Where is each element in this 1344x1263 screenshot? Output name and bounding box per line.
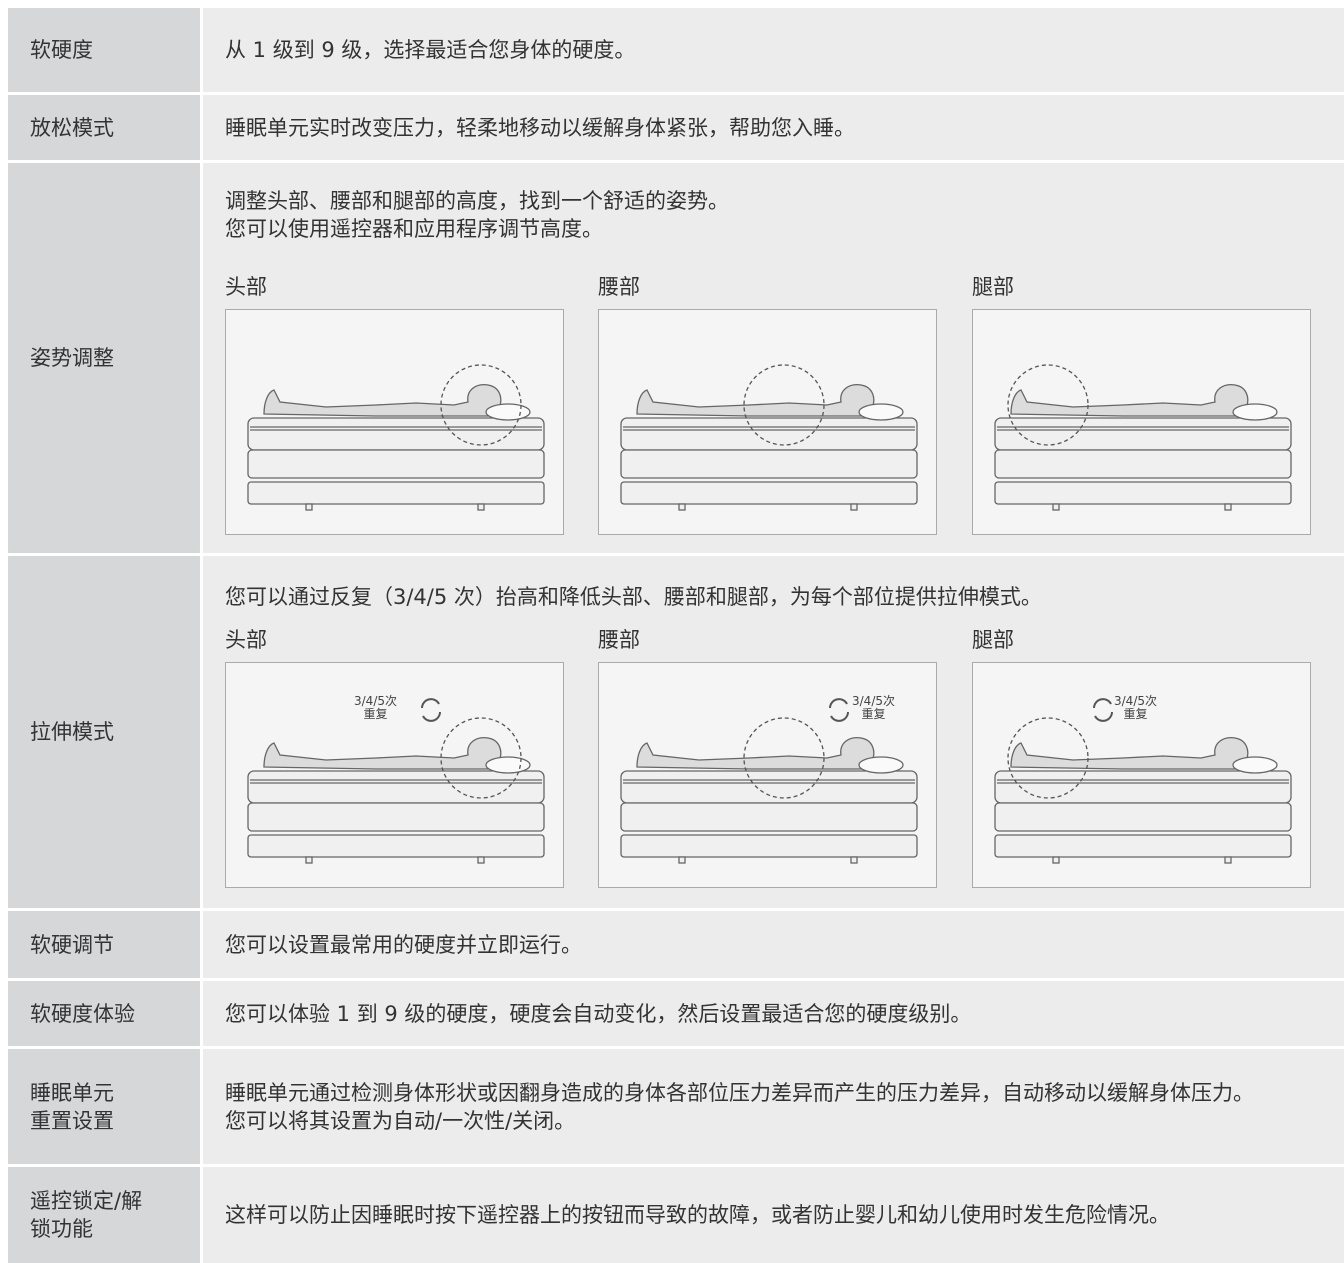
label-line: 放松模式 [30,115,114,140]
panel-title: 头部 [225,275,267,299]
panel-title: 腿部 [972,275,1014,299]
label-line: 遥控锁定/解 [30,1189,143,1213]
row-content: 您可以通过反复（3/4/5 次）抬高和降低头部、腰部和腿部，为每个部位提供拉伸模… [203,556,1344,908]
label-line: 拉伸模式 [30,720,114,744]
content-line: 睡眠单元实时改变压力，轻柔地移动以缓解身体紧张，帮助您入睡。 [225,115,855,140]
content-text: 调整头部、腰部和腿部的高度，找到一个舒适的姿势。 您可以使用遥控器和应用程序调节高… [225,187,729,243]
repeat-badge: 3/4/5次 重复 [1114,695,1157,721]
bed-illustration [620,364,918,511]
illustration-panel [598,309,937,535]
label-line: 软硬度 [30,38,93,62]
badge-line: 重复 [1123,707,1148,721]
table-row: 遥控锁定/解 锁功能 这样可以防止因睡眠时按下遥控器上的按钮而导致的故障，或者防止婴… [8,1167,1344,1263]
illustration-panel [225,309,564,535]
bed-illustration [994,698,1292,864]
repeat-badge: 3/4/5次 重复 [354,695,397,721]
repeat-badge: 3/4/5次 重复 [852,695,895,721]
bed-illustration [620,698,918,864]
label-line: 软硬调节 [30,932,114,957]
row-content: 睡眠单元实时改变压力，轻柔地移动以缓解身体紧张，帮助您入睡。 [203,95,1344,160]
row-label: 软硬调节 [8,911,200,978]
content-text: 您可以通过反复（3/4/5 次）抬高和降低头部、腰部和腿部，为每个部位提供拉伸模… [225,583,1042,611]
table-row: 放松模式 睡眠单元实时改变压力，轻柔地移动以缓解身体紧张，帮助您入睡。 [8,95,1344,160]
row-label: 软硬度 [8,8,200,92]
table-row: 姿势调整 调整头部、腰部和腿部的高度，找到一个舒适的姿势。 您可以使用遥控器和应用程… [8,163,1344,553]
illustration-panel: 3/4/5次 重复 [598,662,937,888]
row-label: 睡眠单元 重置设置 [8,1049,200,1164]
row-label: 软硬度体验 [8,981,200,1046]
content-line: 您可以体验 1 到 9 级的硬度，硬度会自动变化，然后设置最适合您的硬度级别。 [225,1001,972,1026]
content-line: 您可以使用遥控器和应用程序调节高度。 [225,217,603,241]
content-line: 这样可以防止因睡眠时按下遥控器上的按钮而导致的故障，或者防止婴儿和幼儿使用时发生… [225,1203,1170,1227]
table-row: 软硬度 从 1 级到 9 级，选择最适合您身体的硬度。 [8,8,1344,92]
row-label: 放松模式 [8,95,200,160]
content-line: 调整头部、腰部和腿部的高度，找到一个舒适的姿势。 [225,189,729,213]
row-content: 您可以体验 1 到 9 级的硬度，硬度会自动变化，然后设置最适合您的硬度级别。 [203,981,1344,1046]
table-row: 拉伸模式 您可以通过反复（3/4/5 次）抬高和降低头部、腰部和腿部，为每个部位提… [8,556,1344,908]
table-row: 睡眠单元 重置设置 睡眠单元通过检测身体形状或因翻身造成的身体各部位压力差异而产生的… [8,1049,1344,1164]
row-label: 遥控锁定/解 锁功能 [8,1167,200,1263]
row-label: 拉伸模式 [8,556,200,908]
row-content: 睡眠单元通过检测身体形状或因翻身造成的身体各部位压力差异而产生的压力差异，自动移… [203,1049,1344,1164]
table-row: 软硬度体验 您可以体验 1 到 9 级的硬度，硬度会自动变化，然后设置最适合您的硬… [8,981,1344,1046]
badge-line: 3/4/5次 [354,694,397,708]
badge-line: 3/4/5次 [1114,694,1157,708]
row-content: 您可以设置最常用的硬度并立即运行。 [203,911,1344,978]
illustration-panel [972,309,1311,535]
bed-illustration [994,364,1292,511]
label-line: 锁功能 [30,1217,93,1241]
badge-line: 重复 [363,707,388,721]
row-content: 从 1 级到 9 级，选择最适合您身体的硬度。 [203,8,1344,92]
panel-title: 头部 [225,628,267,652]
row-content: 这样可以防止因睡眠时按下遥控器上的按钮而导致的故障，或者防止婴儿和幼儿使用时发生… [203,1167,1344,1263]
content-line: 您可以通过反复（3/4/5 次）抬高和降低头部、腰部和腿部，为每个部位提供拉伸模… [225,585,1042,609]
table-row: 软硬调节 您可以设置最常用的硬度并立即运行。 [8,911,1344,978]
content-line: 从 1 级到 9 级，选择最适合您身体的硬度。 [225,38,636,62]
illustration-panel: 3/4/5次 重复 [972,662,1311,888]
label-line: 姿势调整 [30,346,114,370]
label-line: 软硬度体验 [30,1001,135,1026]
panel-title: 腿部 [972,628,1014,652]
row-label: 姿势调整 [8,163,200,553]
panel-title: 腰部 [598,275,640,299]
content-line: 您可以设置最常用的硬度并立即运行。 [225,932,582,957]
label-line: 重置设置 [30,1108,114,1133]
illustration-panel: 3/4/5次 重复 [225,662,564,888]
badge-line: 3/4/5次 [852,694,895,708]
badge-line: 重复 [861,707,886,721]
content-line: 睡眠单元通过检测身体形状或因翻身造成的身体各部位压力差异而产生的压力差异，自动移… [225,1080,1254,1105]
content-line: 您可以将其设置为自动/一次性/关闭。 [225,1108,576,1133]
row-content: 调整头部、腰部和腿部的高度，找到一个舒适的姿势。 您可以使用遥控器和应用程序调节高… [203,163,1344,553]
panel-title: 腰部 [598,628,640,652]
label-line: 睡眠单元 [30,1080,114,1105]
bed-illustration [247,364,545,511]
bed-illustration [247,698,545,864]
